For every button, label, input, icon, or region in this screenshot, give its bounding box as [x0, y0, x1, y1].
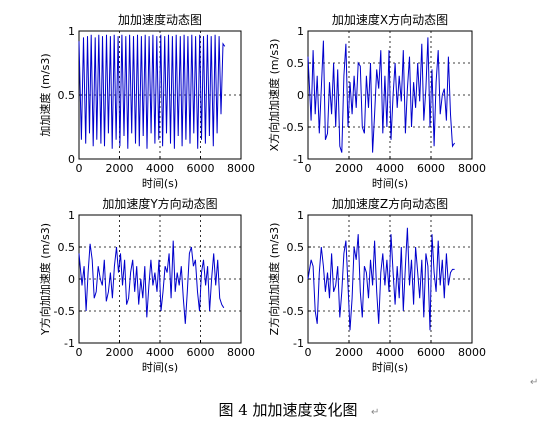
figure-caption: 图 4 加加速度变化图 [218, 401, 357, 419]
x-tick-label: 2000 [106, 162, 134, 175]
y-axis-label: 加加速度 (m/s3) [38, 53, 52, 136]
x-tick-label: 8000 [227, 162, 255, 175]
y-tick-label: -1 [64, 337, 75, 350]
x-tick-label: 6000 [187, 162, 215, 175]
subplot-4: 0 2000 4000 6000 8000 -1 -0.5 0 0.5 1 加加速度Z方向动态图时间… [267, 196, 486, 374]
y-tick-label: -1 [293, 153, 304, 166]
x-axis-label: 时间(s) [142, 361, 178, 374]
x-tick-label: 4000 [376, 346, 404, 359]
x-tick-label: 6000 [187, 346, 215, 359]
x-tick-label: 4000 [146, 162, 174, 175]
x-tick-label: 4000 [376, 162, 404, 175]
paragraph-mark: ↵ [371, 407, 379, 418]
x-tick-label: 0 [76, 346, 83, 359]
chart-title: 加加速度X方向动态图 [332, 12, 448, 27]
chart-title: 加加速度动态图 [118, 12, 202, 27]
x-axis-label: 时间(s) [142, 177, 178, 190]
x-tick-label: 0 [305, 346, 312, 359]
y-tick-label: -0.5 [283, 121, 304, 134]
series-line [78, 34, 226, 149]
y-tick-label: 1 [297, 209, 304, 222]
x-tick-label: 2000 [335, 346, 363, 359]
series-line [78, 240, 225, 324]
x-tick-label: 8000 [458, 162, 486, 175]
x-axis-label: 时间(s) [372, 177, 408, 190]
y-tick-label: 0 [68, 273, 75, 286]
x-tick-label: 6000 [417, 346, 445, 359]
x-tick-label: 4000 [146, 346, 174, 359]
y-tick-label: 0.5 [58, 241, 76, 254]
subplot-2: 0 2000 4000 6000 8000 -1 -0.5 0 0.5 1 加加速度X方向动态图时间… [267, 12, 486, 190]
x-tick-label: 2000 [335, 162, 363, 175]
y-axis-label: Y方向加加速度 (m/s3) [38, 223, 52, 336]
x-tick-label: 2000 [106, 346, 134, 359]
x-axis-label: 时间(s) [372, 361, 408, 374]
x-tick-label: 0 [305, 162, 312, 175]
y-tick-label: -0.5 [54, 305, 75, 318]
y-tick-label: -0.5 [283, 305, 304, 318]
y-tick-label: 0.5 [58, 89, 76, 102]
paragraph-mark-top: ↵ [530, 377, 538, 388]
y-axis-label: Z方向加加速度 (m/s3) [267, 223, 281, 336]
series-line [307, 37, 456, 153]
y-tick-label: 1 [297, 25, 304, 38]
y-tick-label: 0.5 [287, 57, 305, 70]
chart-title: 加加速度Z方向动态图 [332, 196, 448, 211]
y-tick-label: 1 [68, 209, 75, 222]
y-tick-label: 0 [68, 153, 75, 166]
x-tick-label: 8000 [458, 346, 486, 359]
y-tick-label: 1 [68, 25, 75, 38]
y-tick-label: 0.5 [287, 241, 305, 254]
x-tick-label: 0 [76, 162, 83, 175]
y-tick-label: -1 [293, 337, 304, 350]
subplot-3: 0 2000 4000 6000 8000 -1 -0.5 0 0.5 1 加加速度Y方向动态图时间… [38, 196, 255, 374]
x-tick-label: 8000 [227, 346, 255, 359]
y-tick-label: 0 [297, 273, 304, 286]
series-line [307, 227, 455, 331]
x-tick-label: 6000 [417, 162, 445, 175]
y-tick-label: 0 [297, 89, 304, 102]
y-axis-label: X方向加加速度 (m/s3) [267, 39, 281, 152]
chart-title: 加加速度Y方向动态图 [102, 196, 217, 211]
